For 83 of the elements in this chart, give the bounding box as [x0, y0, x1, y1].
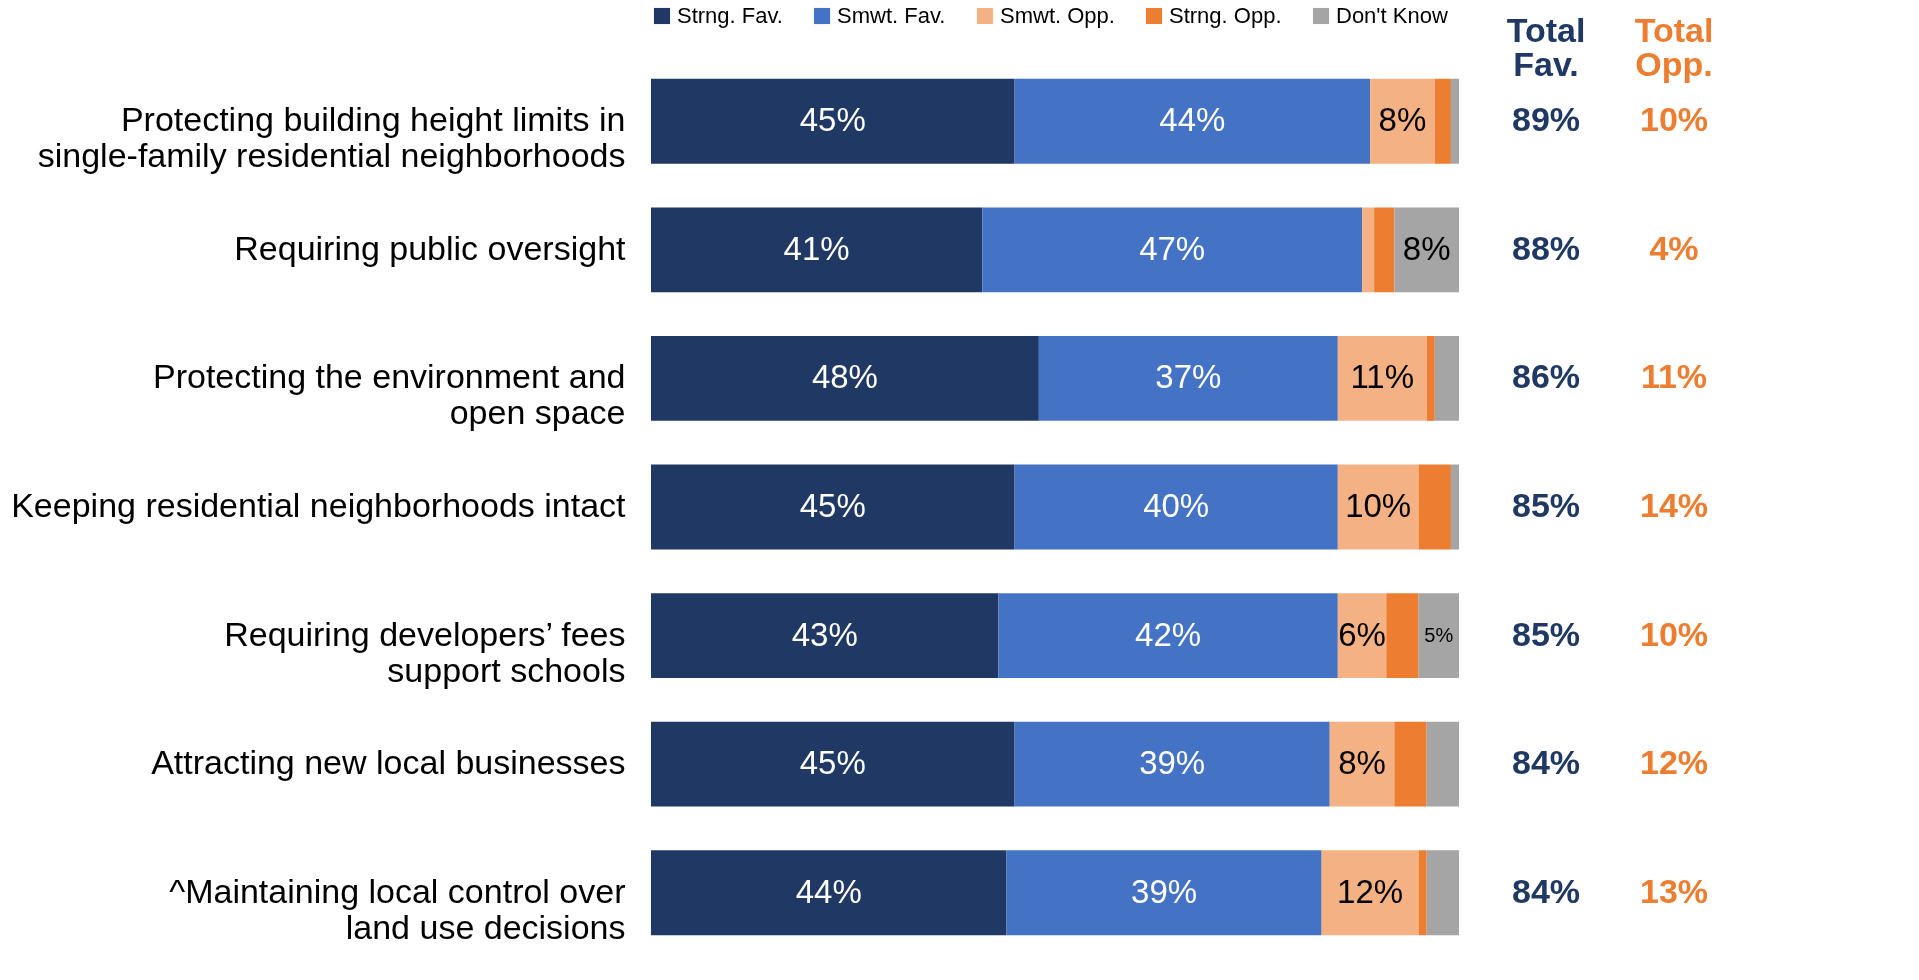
legend-label: Smwt. Fav.: [837, 3, 946, 28]
bar: [1394, 207, 1459, 293]
data-label: 10%: [1345, 487, 1412, 524]
data-label: 8%: [1338, 744, 1386, 782]
bar: [1418, 464, 1451, 550]
bar: [1434, 336, 1459, 421]
bar: [1374, 207, 1395, 293]
bar: [651, 464, 1015, 550]
legend-label: Smwt. Opp.: [1000, 3, 1115, 28]
data-label: 45%: [799, 101, 866, 139]
bar: [651, 850, 1007, 936]
y-tick-label: Keeping residential neighborhoods intact: [11, 486, 627, 524]
data-label: 45%: [799, 744, 866, 782]
text: 14%: [1639, 486, 1709, 524]
data-label: 37%: [1155, 358, 1222, 396]
bar: [1426, 336, 1435, 421]
text: 4%: [1649, 228, 1699, 267]
data-label: 47%: [1139, 229, 1206, 267]
y-tick-label: Protecting building height limits in single-family residential neighborhoods: [37, 100, 626, 175]
bar: [1362, 207, 1375, 293]
bar: [651, 336, 1039, 421]
bar: [1337, 464, 1419, 550]
legend-label: Strng. Fav.: [677, 3, 783, 28]
data-label: 8%: [1378, 101, 1427, 139]
text: 13%: [1639, 871, 1709, 910]
text: 85%: [1511, 486, 1581, 524]
y-tick-label: Protecting the environment and open space: [152, 357, 626, 432]
text: 85%: [1511, 614, 1581, 653]
text: Total Fav.: [1506, 11, 1586, 83]
data-label: 48%: [811, 358, 878, 396]
data-label: 6%: [1338, 615, 1386, 653]
bar: [651, 78, 1015, 164]
text: 84%: [1511, 743, 1581, 782]
data-label: 39%: [1139, 744, 1206, 782]
data-label: 43%: [791, 615, 858, 653]
legend-label: Don't Know: [1336, 3, 1448, 28]
bar: [1337, 336, 1427, 421]
data-label: 12%: [1337, 872, 1404, 910]
bar: [1014, 78, 1371, 164]
bar: [1038, 336, 1338, 421]
text: Total Opp.: [1634, 11, 1714, 83]
y-tick-label: Attracting new local businesses: [151, 743, 626, 782]
bar: [1426, 721, 1459, 807]
data-label: 11%: [1350, 358, 1415, 396]
data-label: 42%: [1135, 615, 1202, 653]
bar: [651, 207, 983, 293]
bar: [1014, 464, 1338, 550]
bar: [1370, 78, 1435, 164]
data-label: 41%: [783, 229, 850, 267]
data-label: 44%: [1159, 101, 1226, 139]
text: 84%: [1511, 871, 1581, 910]
y-tick-label: Requiring developers’ fees support schools: [224, 614, 626, 689]
text: 86%: [1511, 357, 1581, 396]
data-label: 39%: [1131, 872, 1198, 910]
data-label: 8%: [1402, 229, 1451, 267]
bar: [1321, 850, 1419, 936]
text: 88%: [1511, 228, 1581, 267]
bar: [982, 207, 1363, 293]
bar: [1434, 78, 1451, 164]
bar: [1450, 464, 1459, 550]
text: 89%: [1511, 100, 1581, 139]
bar: [1418, 593, 1459, 678]
bar: [651, 593, 999, 678]
data-label: 40%: [1143, 487, 1210, 524]
bar: [998, 593, 1338, 678]
bar: [651, 721, 1015, 807]
data-label: 45%: [799, 487, 866, 524]
bar: [1418, 850, 1427, 936]
y-tick-label: ^Maintaining local control over land use decisions: [169, 871, 626, 946]
data-label: 5%: [1424, 623, 1454, 646]
bar: [1394, 721, 1427, 807]
bar: [1450, 78, 1459, 164]
bar: [1386, 593, 1419, 678]
text: 12%: [1639, 743, 1709, 782]
data-label: 44%: [795, 872, 862, 910]
y-tick-label: Requiring public oversight: [234, 228, 627, 267]
bar: [1006, 850, 1322, 936]
text: 10%: [1639, 614, 1709, 653]
legend-label: Strng. Opp.: [1169, 3, 1282, 28]
text: 11%: [1640, 357, 1708, 396]
bar: [1426, 850, 1459, 936]
bar: [1014, 721, 1330, 807]
text: 10%: [1639, 100, 1709, 139]
